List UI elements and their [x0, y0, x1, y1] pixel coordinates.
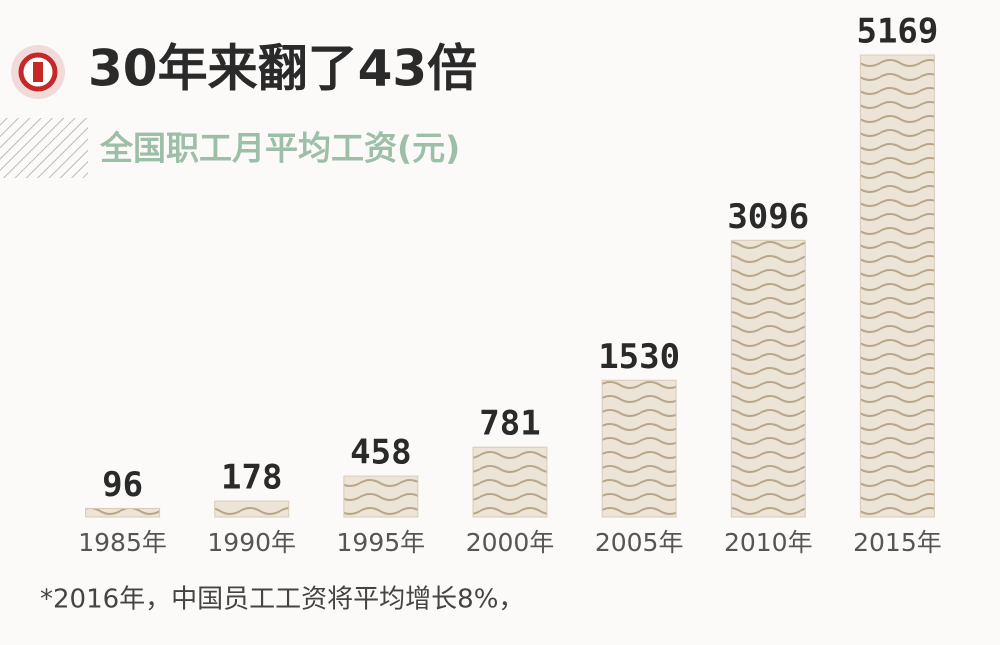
- x-tick-label: 1995年: [337, 528, 426, 557]
- value-label: 96: [102, 465, 143, 505]
- value-label: 781: [479, 404, 540, 444]
- x-tick-label: 2015年: [853, 528, 942, 557]
- chart-title: 30年来翻了43倍: [88, 40, 477, 98]
- x-tick-label: 2005年: [595, 528, 684, 557]
- bar: [343, 475, 419, 518]
- hatch-band: [0, 118, 88, 178]
- bar: [85, 507, 161, 518]
- logo: [11, 45, 65, 99]
- x-tick-label: 2010年: [724, 528, 813, 557]
- value-label: 5169: [856, 12, 938, 52]
- value-label: 3096: [727, 197, 809, 237]
- bar: [730, 239, 806, 518]
- bar: [859, 54, 935, 518]
- value-label: 458: [350, 433, 411, 473]
- chart-subtitle: 全国职工月平均工资(元): [99, 129, 460, 168]
- footnote: *2016年，中国员工工资将平均增长8%，: [40, 585, 524, 615]
- value-label: 1530: [598, 337, 680, 377]
- value-label: 178: [221, 458, 282, 498]
- x-tick-label: 1990年: [207, 528, 296, 557]
- bar: [214, 500, 290, 518]
- x-tick-label: 2000年: [466, 528, 555, 557]
- bar: [601, 379, 677, 518]
- bar: [472, 446, 548, 518]
- x-tick-label: 1985年: [78, 528, 167, 557]
